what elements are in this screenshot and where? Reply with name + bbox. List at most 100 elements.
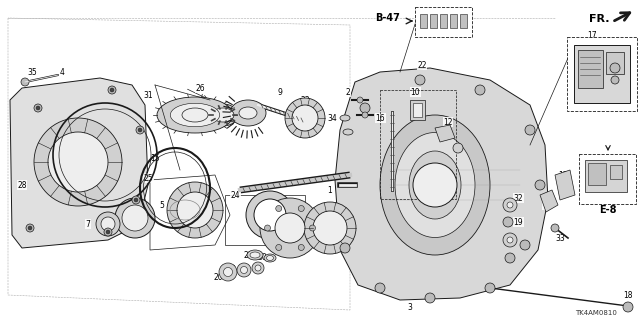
Circle shape [26,224,34,232]
Circle shape [507,202,513,208]
Ellipse shape [157,97,233,133]
Text: 28: 28 [17,180,27,189]
Circle shape [487,285,493,291]
Circle shape [241,267,248,274]
Circle shape [313,211,347,245]
Text: 2: 2 [346,87,350,97]
Text: 9: 9 [278,87,282,97]
Circle shape [21,78,29,86]
Text: 5: 5 [159,201,164,210]
Ellipse shape [340,115,350,121]
Text: 18: 18 [623,292,633,300]
Circle shape [425,293,435,303]
Circle shape [237,263,251,277]
Circle shape [115,198,155,238]
Circle shape [298,244,304,251]
Bar [578,50,603,88]
Text: 13: 13 [558,171,568,180]
Text: 31: 31 [143,91,153,100]
Circle shape [138,128,142,132]
Circle shape [110,88,114,92]
Bar [410,100,425,120]
Text: 34: 34 [327,114,337,123]
Circle shape [254,199,286,231]
Circle shape [276,205,282,212]
Circle shape [223,268,232,276]
Circle shape [285,98,325,138]
Circle shape [503,217,513,227]
Circle shape [276,244,282,251]
Bar [610,165,622,179]
Text: 12: 12 [444,117,452,126]
Circle shape [108,86,116,94]
Circle shape [28,226,32,230]
Bar [225,195,305,245]
Ellipse shape [186,110,205,119]
Text: 22: 22 [417,60,427,69]
Circle shape [310,225,316,231]
Circle shape [453,143,463,153]
Text: 8: 8 [173,205,177,214]
Ellipse shape [266,255,273,260]
Text: 1: 1 [328,186,332,195]
Text: 16: 16 [375,114,385,123]
Circle shape [610,63,620,73]
Polygon shape [540,190,558,212]
Circle shape [36,106,40,110]
Circle shape [505,253,515,263]
Circle shape [260,198,320,258]
Circle shape [246,191,294,239]
Text: 3: 3 [408,303,412,313]
Circle shape [503,198,517,212]
Polygon shape [10,78,148,248]
Text: 30: 30 [257,253,267,262]
Ellipse shape [170,103,220,127]
Bar [574,45,630,103]
Circle shape [96,212,120,236]
Text: 24: 24 [230,190,240,199]
Ellipse shape [239,107,257,119]
Text: 19: 19 [513,218,523,227]
Circle shape [298,205,304,212]
Text: 6: 6 [108,213,113,222]
Circle shape [507,237,513,243]
Ellipse shape [212,108,234,122]
Text: 10: 10 [410,87,420,97]
Circle shape [48,132,108,192]
Bar [460,14,467,28]
Circle shape [340,243,350,253]
Polygon shape [335,68,548,300]
Ellipse shape [343,129,353,135]
Circle shape [177,192,213,228]
Circle shape [304,202,356,254]
Text: 15: 15 [150,154,160,163]
Circle shape [525,125,535,135]
Text: 14: 14 [267,211,277,220]
Circle shape [413,163,457,207]
Circle shape [104,228,112,236]
Ellipse shape [208,104,238,126]
Circle shape [106,230,110,234]
Circle shape [623,302,633,312]
Text: 35: 35 [27,68,37,76]
Circle shape [362,112,368,118]
Circle shape [101,217,115,231]
Ellipse shape [250,252,260,258]
Circle shape [167,182,223,238]
FancyBboxPatch shape [415,7,472,37]
Text: 4: 4 [60,68,65,76]
Text: TK4AM0810: TK4AM0810 [575,310,617,316]
Circle shape [292,105,318,131]
Text: FR.: FR. [589,14,610,24]
Circle shape [134,198,138,202]
Circle shape [475,85,485,95]
Ellipse shape [409,151,461,219]
Circle shape [551,224,559,232]
Text: 20: 20 [213,274,223,283]
Circle shape [264,225,271,231]
Bar [413,103,422,117]
Text: 29: 29 [243,251,253,260]
Circle shape [132,196,140,204]
Circle shape [360,103,370,113]
Circle shape [34,118,122,206]
